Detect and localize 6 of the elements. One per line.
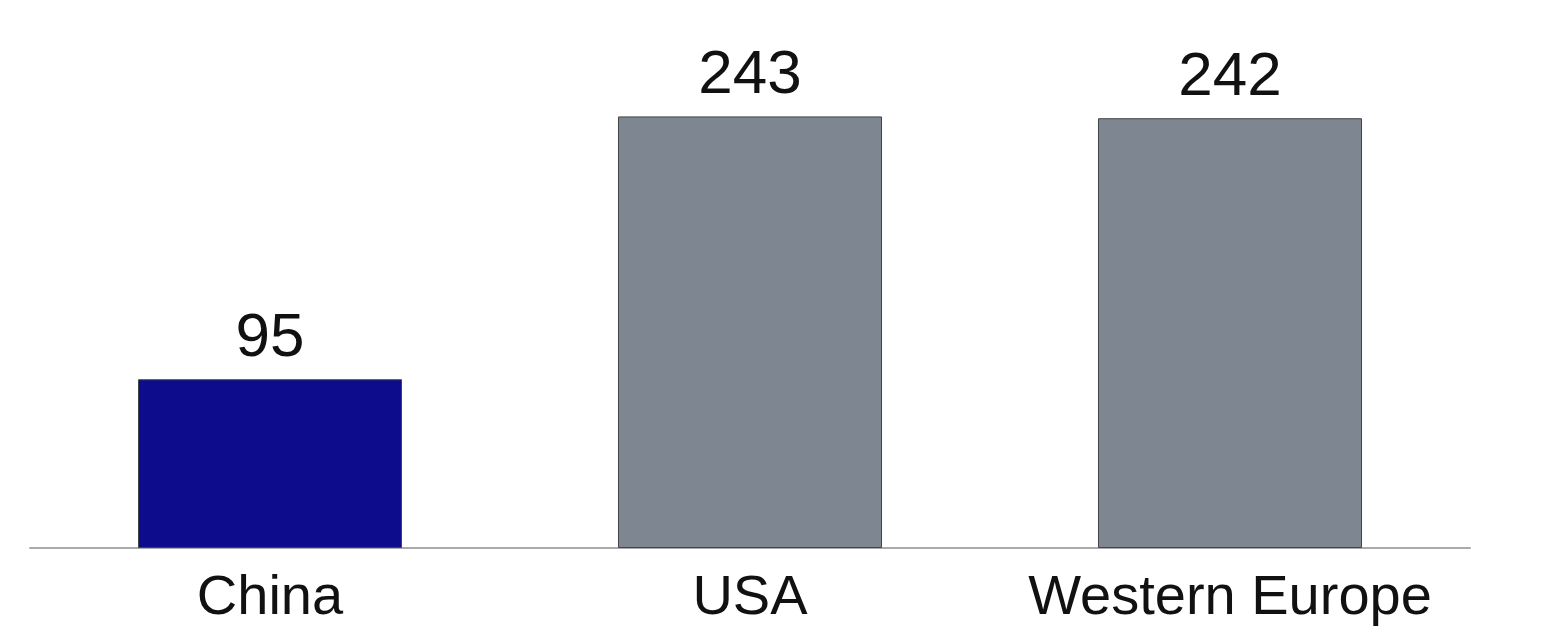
x-tick-label: China [196,562,345,626]
x-tick-label: USA [692,562,809,626]
x-tick-label: Western Europe [1028,562,1432,626]
data-label: 242 [1178,38,1282,108]
data-label: 95 [235,299,305,369]
data-label: 243 [698,36,802,106]
